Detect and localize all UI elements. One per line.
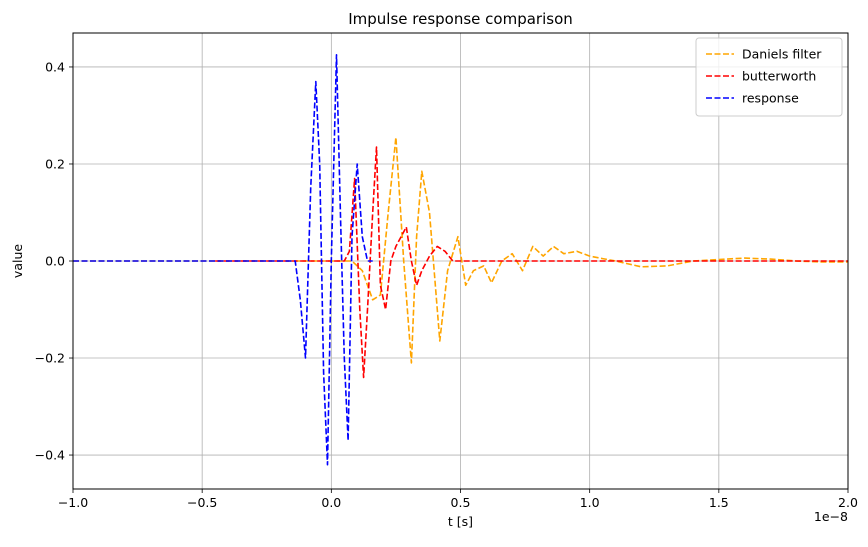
y-tick-label: 0.0: [45, 254, 65, 269]
legend-box: [695, 37, 843, 117]
legend-entry-label: response: [742, 91, 799, 106]
chart-title: Impulse response comparison: [348, 10, 573, 28]
y-tick-label: 0.2: [45, 156, 65, 171]
series-line-daniels-filter: [73, 136, 848, 364]
x-axis-label: t [s]: [448, 514, 473, 529]
y-tick-label: −0.2: [35, 351, 65, 366]
series-line-butterworth: [215, 146, 848, 379]
x-axis-offset-label: 1e−8: [814, 509, 848, 524]
x-tick-label: 1.5: [709, 495, 729, 510]
x-tick-label: 0.0: [321, 495, 341, 510]
series-layer: [73, 53, 848, 466]
x-tick-label: 2.0: [838, 495, 858, 510]
y-tick-label: 0.4: [45, 59, 65, 74]
x-tick-label: 0.5: [451, 495, 471, 510]
ticks: −1.0 −0.5 0.0 0.5 1.0 1.5 2.0 −0.4 −0.2 0.0 0.2 0.4: [35, 59, 858, 510]
series-line-response: [73, 53, 373, 466]
x-tick-label: −1.0: [58, 495, 88, 510]
legend-entry-label: butterworth: [742, 69, 816, 84]
x-tick-label: 1.0: [580, 495, 600, 510]
x-tick-label: −0.5: [187, 495, 217, 510]
legend-entry-label: Daniels filter: [742, 47, 822, 62]
legend: Daniels filter butterworth response: [695, 37, 843, 117]
y-tick-label: −0.4: [35, 448, 65, 463]
y-axis-label: value: [10, 244, 25, 278]
